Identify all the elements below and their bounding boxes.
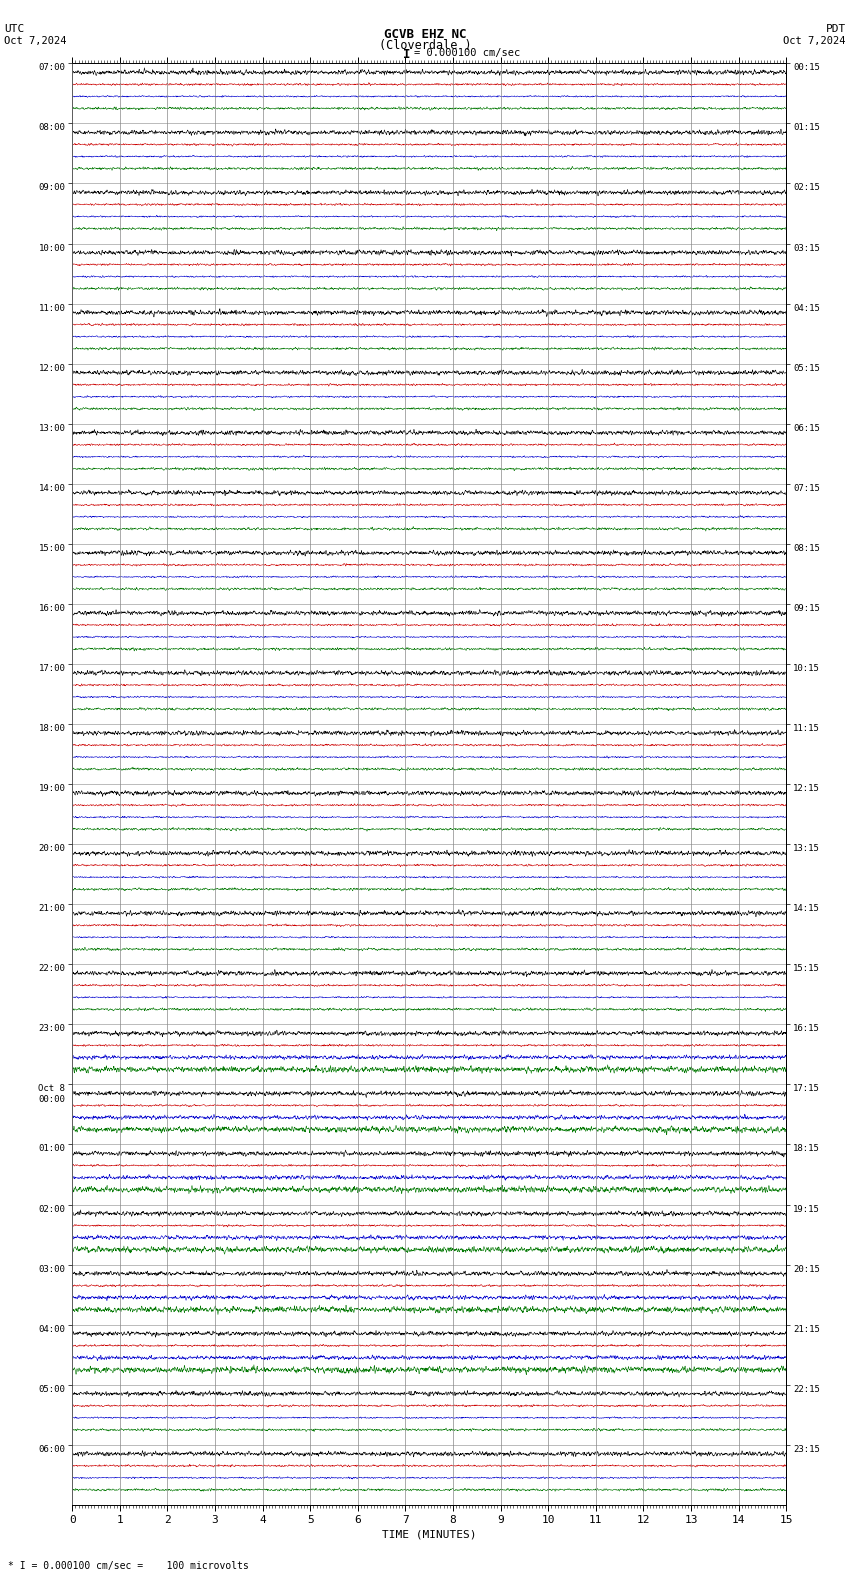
Text: PDT: PDT: [825, 24, 846, 33]
Text: Oct 7,2024: Oct 7,2024: [4, 35, 67, 46]
Text: GCVB EHZ NC: GCVB EHZ NC: [383, 27, 467, 41]
Text: = 0.000100 cm/sec: = 0.000100 cm/sec: [414, 48, 520, 59]
Text: Oct 7,2024: Oct 7,2024: [783, 35, 846, 46]
Text: * I = 0.000100 cm/sec =    100 microvolts: * I = 0.000100 cm/sec = 100 microvolts: [8, 1562, 249, 1571]
Text: (Cloverdale ): (Cloverdale ): [379, 38, 471, 52]
Text: I: I: [403, 48, 410, 62]
Text: UTC: UTC: [4, 24, 25, 33]
X-axis label: TIME (MINUTES): TIME (MINUTES): [382, 1530, 477, 1540]
